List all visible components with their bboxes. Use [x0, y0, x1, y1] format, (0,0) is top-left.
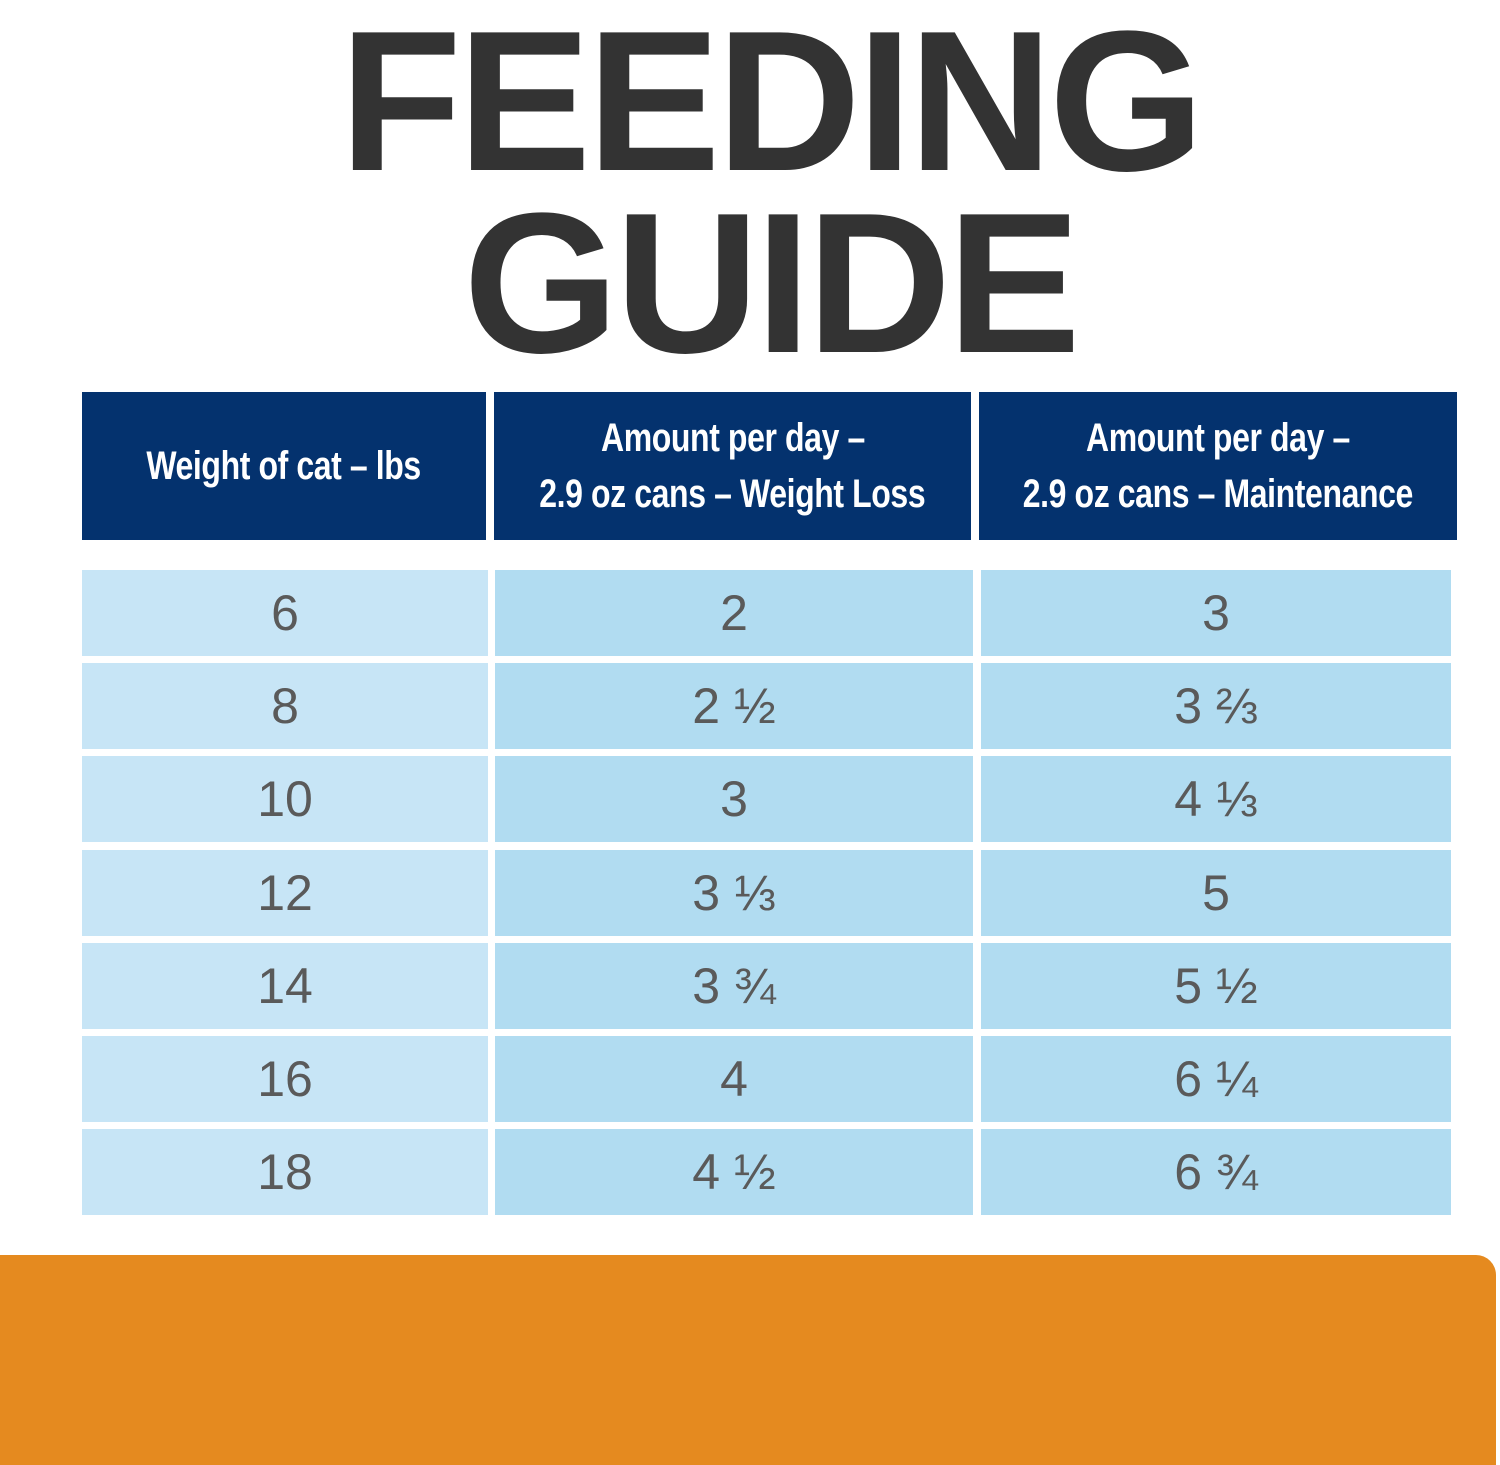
header-cell: Amount per day – 2.9 oz cans – Weight Los… [494, 392, 971, 540]
table-cell: 6 [82, 570, 488, 656]
header-text: Amount per day – [600, 416, 865, 460]
table-cell: 4 ⅓ [981, 756, 1451, 843]
title-line: FEEDING [339, 0, 1205, 213]
table-cell: 6 ¾ [981, 1129, 1451, 1216]
header-text: Amount per day – [1086, 416, 1350, 460]
table-cell: 4 [495, 1036, 973, 1122]
title-line: GUIDE [463, 172, 1080, 395]
table-cell: 5 ½ [981, 942, 1451, 1029]
table-cell: 3 ⅓ [495, 849, 973, 936]
table-cell: 5 [981, 849, 1451, 936]
header-text: 2.9 oz cans – Weight Loss [539, 472, 926, 516]
table-cell: 3 ¾ [495, 942, 973, 1029]
table-cell: 18 [82, 1129, 488, 1216]
table-cell: 16 [82, 1036, 488, 1122]
table-cell: 14 [82, 942, 488, 1029]
table-cell: 4 ½ [495, 1129, 973, 1216]
header-cell: Amount per day – 2.9 oz cans – Maintenanc… [979, 392, 1457, 540]
table-cell: 12 [82, 849, 488, 936]
table-cell: 3 [981, 570, 1451, 656]
table-cell: 6 ¼ [981, 1036, 1451, 1122]
table-cell: 8 [82, 663, 488, 750]
table-cell: 3 ⅔ [981, 663, 1451, 750]
table-cell: 2 [495, 570, 973, 656]
table-cell: 3 [495, 756, 973, 843]
table-cell: 2 ½ [495, 663, 973, 750]
orange-banner [0, 1255, 1496, 1465]
header-text: 2.9 oz cans – Maintenance [1022, 472, 1414, 516]
header-cell: Weight of cat – lbs [82, 392, 486, 540]
table-cell: 10 [82, 756, 488, 843]
header-text: Weight of cat – lbs [146, 444, 422, 488]
